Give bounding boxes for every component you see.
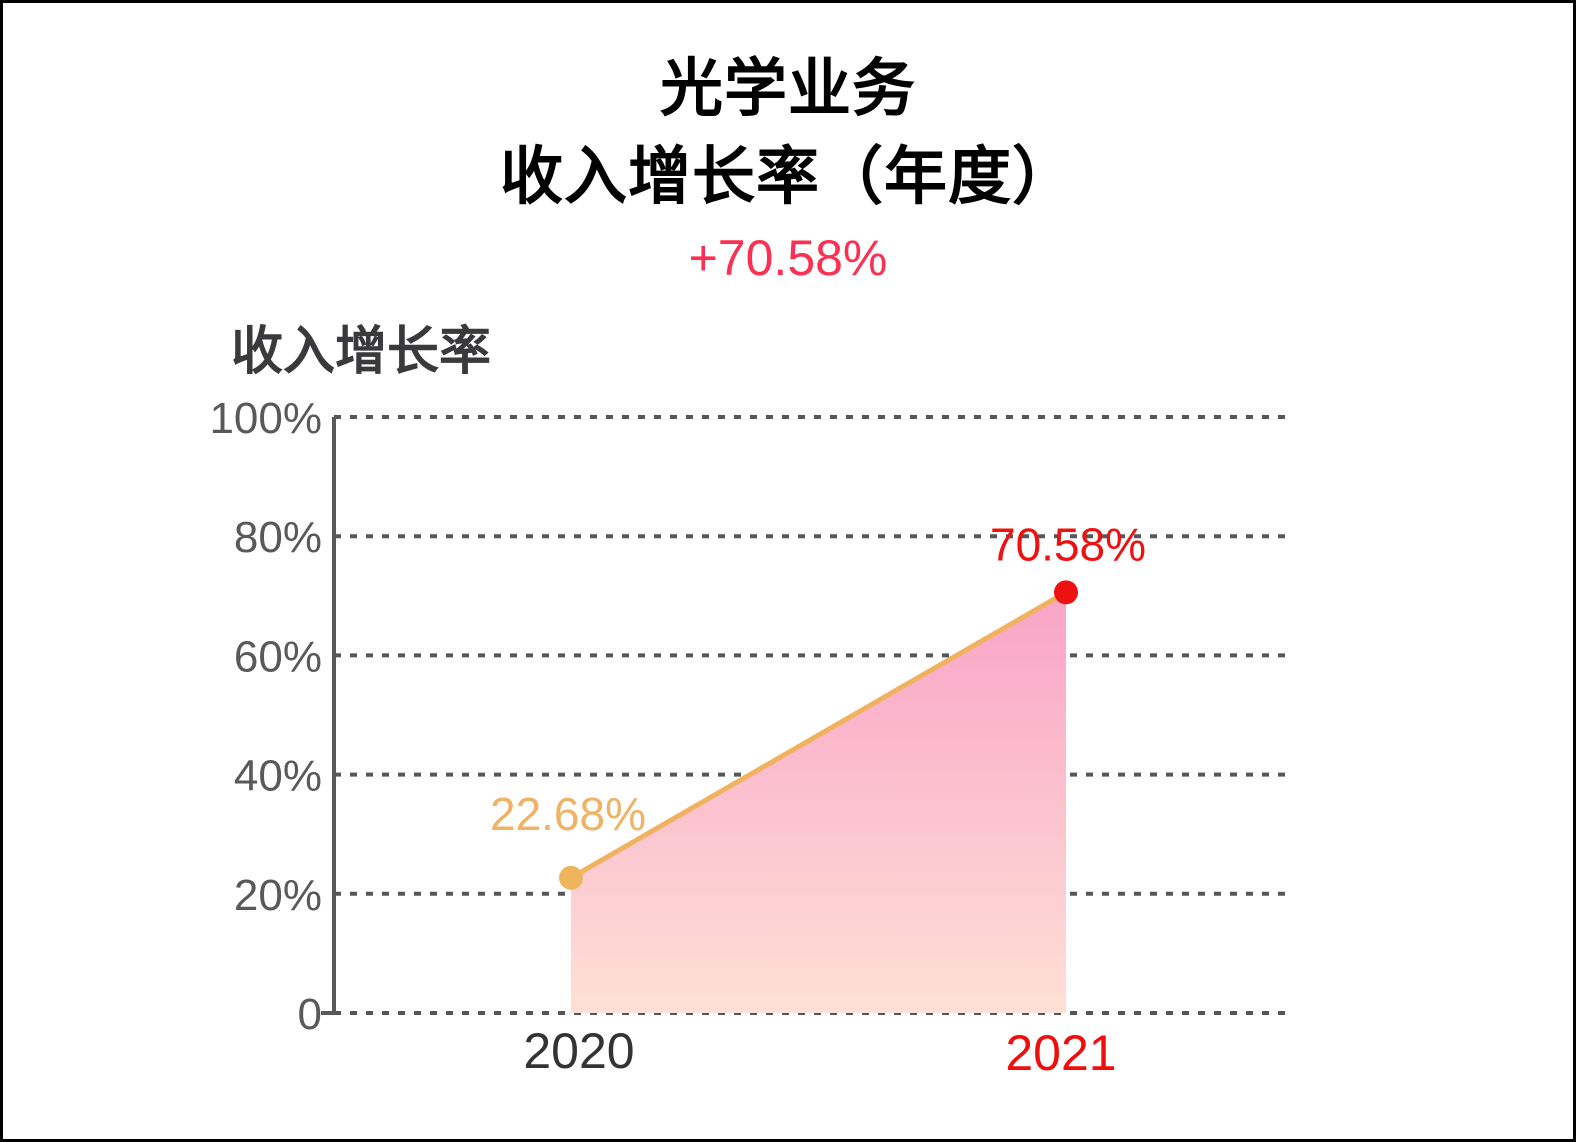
ytick-60: 60% (234, 632, 322, 681)
ytick-100: 100% (209, 394, 322, 443)
ytick-80: 80% (234, 513, 322, 562)
growth-delta-value: +70.58% (688, 230, 888, 286)
area-fill (571, 592, 1066, 1013)
xlabel-2021: 2021 (1005, 1025, 1116, 1081)
ytick-40: 40% (234, 752, 322, 801)
ytick-0: 0 (298, 990, 322, 1039)
chart-title-line2: 收入增长率（年度） (500, 142, 1076, 212)
ytick-20: 20% (234, 871, 322, 920)
data-point-2021 (1054, 580, 1078, 605)
point-label-2020: 22.68% (490, 788, 646, 840)
trend-line (569, 590, 1068, 880)
xlabel-2020: 2020 (523, 1023, 634, 1079)
data-point-2020 (559, 865, 583, 890)
y-axis-tick-labels: 100% 80% 60% 40% 20% 0 (209, 394, 322, 1039)
growth-chart: 100% 80% 60% 40% 20% 0 22.68% 70.58% 202… (209, 394, 1286, 1081)
chart-header: 光学业务 收入增长率（年度） +70.58% (3, 45, 1573, 289)
chart-title-line1: 光学业务 (660, 54, 916, 124)
axis-panel-label: 收入增长率 (231, 323, 492, 381)
point-label-2021: 70.58% (990, 518, 1146, 570)
